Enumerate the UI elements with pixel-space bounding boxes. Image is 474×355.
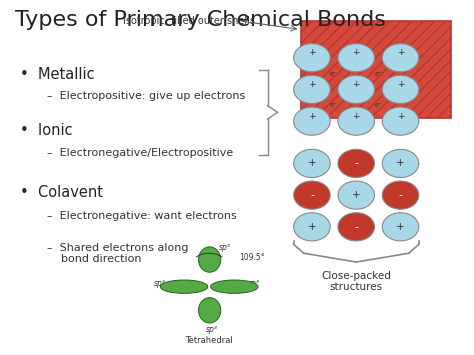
Text: sp³: sp³ [154,279,166,288]
Text: +: + [308,222,316,232]
Text: sp³: sp³ [206,326,218,334]
Circle shape [294,181,330,209]
Text: +: + [353,80,360,89]
Text: +: + [352,190,361,200]
Text: sp³: sp³ [219,243,231,252]
Circle shape [294,75,330,104]
Text: –  Electronegative/Electropositive: – Electronegative/Electropositive [47,148,233,158]
Circle shape [382,44,419,72]
Text: +: + [308,112,316,121]
Ellipse shape [199,297,221,323]
Circle shape [382,181,419,209]
Text: -: - [355,222,358,232]
Text: –  Electronegative: want electrons: – Electronegative: want electrons [47,211,237,221]
Text: –  Electropositive: give up electrons: – Electropositive: give up electrons [47,91,246,101]
Text: +: + [353,112,360,121]
FancyBboxPatch shape [301,21,451,118]
Text: e⁻: e⁻ [330,102,338,108]
Text: 109.5°: 109.5° [239,253,264,262]
Text: +: + [397,112,404,121]
Circle shape [338,75,374,104]
Circle shape [382,75,419,104]
Text: •  Metallic: • Metallic [19,66,94,82]
Text: +: + [397,48,404,57]
Text: +: + [353,48,360,57]
Circle shape [338,44,374,72]
Circle shape [294,107,330,135]
Circle shape [382,149,419,178]
Circle shape [338,181,374,209]
Text: –  Shared electrons along
    bond direction: – Shared electrons along bond direction [47,243,189,264]
Circle shape [294,213,330,241]
Text: e⁻: e⁻ [374,102,383,108]
Text: -: - [310,190,314,200]
Text: +: + [308,158,316,168]
Text: -: - [399,190,402,200]
Text: +: + [308,48,316,57]
Circle shape [338,213,374,241]
Text: Isotropic, filled outer shells: Isotropic, filled outer shells [123,16,255,26]
Text: -: - [355,158,358,168]
Text: •  Ionic: • Ionic [19,123,72,138]
Text: Tetrahedral: Tetrahedral [185,336,233,345]
Ellipse shape [160,280,208,293]
Circle shape [294,149,330,178]
Text: +: + [396,158,405,168]
Text: •  Colavent: • Colavent [19,185,103,200]
Ellipse shape [199,247,221,272]
Text: +: + [396,222,405,232]
Text: e⁻: e⁻ [330,71,338,77]
Text: +: + [308,80,316,89]
Circle shape [294,44,330,72]
Ellipse shape [210,280,258,293]
Circle shape [382,213,419,241]
Circle shape [338,107,374,135]
Text: sp³: sp³ [248,279,260,288]
Circle shape [382,107,419,135]
Text: Close-packed
structures: Close-packed structures [321,271,391,293]
Circle shape [338,149,374,178]
Text: Types of Primary Chemical Bonds: Types of Primary Chemical Bonds [15,10,386,30]
Text: +: + [397,80,404,89]
Text: e⁻: e⁻ [374,71,383,77]
